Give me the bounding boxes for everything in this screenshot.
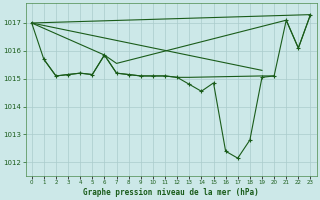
X-axis label: Graphe pression niveau de la mer (hPa): Graphe pression niveau de la mer (hPa)	[83, 188, 259, 197]
